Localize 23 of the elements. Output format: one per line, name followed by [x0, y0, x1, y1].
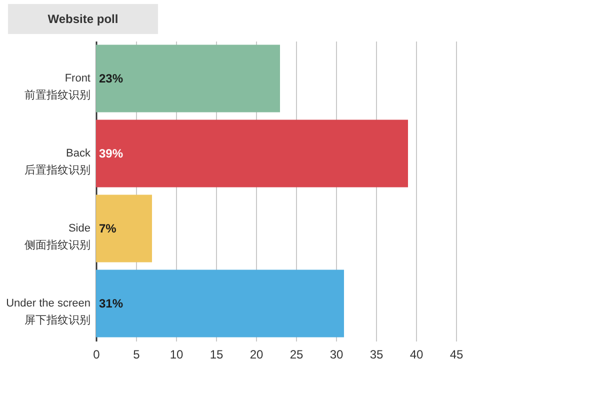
x-tick-label: 0	[93, 348, 100, 362]
y-tick-label: Side 侧面指纹识别	[24, 222, 90, 252]
x-tick-label: 5	[133, 348, 140, 362]
data-label: 39%	[99, 146, 124, 160]
data-label: 7%	[99, 222, 117, 236]
x-tick-label: 30	[330, 348, 344, 362]
bar	[96, 270, 344, 338]
x-tick-label: 40	[410, 348, 424, 362]
y-tick-label: Back 后置指纹识别	[24, 148, 91, 176]
y-tick-label: Front 前置指纹识别	[24, 72, 90, 102]
data-label: 23%	[99, 72, 124, 86]
data-label: 31%	[99, 296, 124, 310]
x-tick-label: 20	[250, 348, 264, 362]
y-tick-label: Under the screen 屏下指纹识别	[6, 298, 90, 326]
x-tick-label: 35	[370, 348, 384, 362]
x-tick-label: 25	[290, 348, 304, 362]
bar	[96, 44, 280, 112]
x-tick-label: 45	[450, 348, 464, 362]
bar	[96, 120, 408, 188]
x-tick-label: 10	[170, 348, 184, 362]
text: Website poll	[8, 4, 158, 34]
bar	[96, 194, 152, 262]
x-tick-label: 15	[210, 348, 224, 362]
